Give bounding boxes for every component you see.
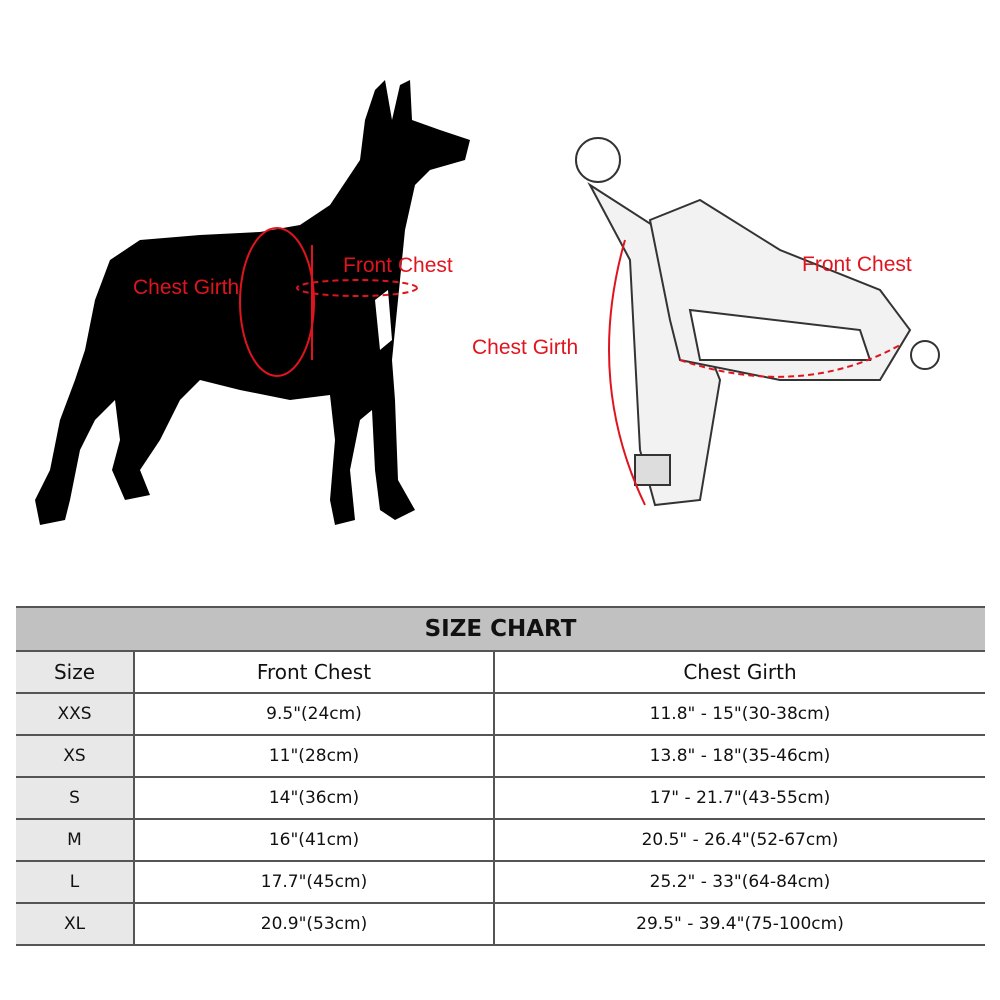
harness-chest-girth-label: Chest Girth bbox=[472, 336, 579, 359]
table-row: M 16"(41cm) 20.5" - 26.4"(52-67cm) bbox=[16, 818, 985, 862]
harness-drawing bbox=[575, 137, 940, 507]
size-cell: M bbox=[16, 818, 135, 862]
front-chest-cell: 20.9"(53cm) bbox=[133, 902, 495, 946]
dog-silhouette bbox=[35, 80, 470, 525]
header-size: Size bbox=[16, 650, 135, 694]
header-chest-girth: Chest Girth bbox=[493, 650, 985, 694]
dog-front-chest-label: Front Chest bbox=[343, 254, 453, 277]
size-chart-title: SIZE CHART bbox=[16, 606, 985, 652]
front-chest-cell: 16"(41cm) bbox=[133, 818, 495, 862]
harness-front-chest-label: Front Chest bbox=[802, 253, 912, 276]
chest-girth-cell: 25.2" - 33"(64-84cm) bbox=[493, 860, 985, 904]
front-chest-cell: 14"(36cm) bbox=[133, 776, 495, 820]
front-chest-cell: 11"(28cm) bbox=[133, 734, 495, 778]
size-chart-table: SIZE CHART Size Front Chest Chest Girth … bbox=[16, 606, 985, 946]
chest-girth-cell: 20.5" - 26.4"(52-67cm) bbox=[493, 818, 985, 862]
front-chest-cell: 17.7"(45cm) bbox=[133, 860, 495, 904]
front-chest-cell: 9.5"(24cm) bbox=[133, 692, 495, 736]
table-row: S 14"(36cm) 17" - 21.7"(43-55cm) bbox=[16, 776, 985, 820]
harness-measure-marks bbox=[608, 239, 901, 506]
header-front-chest: Front Chest bbox=[133, 650, 495, 694]
table-row: XS 11"(28cm) 13.8" - 18"(35-46cm) bbox=[16, 734, 985, 778]
dog-chest-girth-label: Chest Girth bbox=[133, 276, 240, 299]
chest-girth-cell: 29.5" - 39.4"(75-100cm) bbox=[493, 902, 985, 946]
size-cell: XXS bbox=[16, 692, 135, 736]
table-row: L 17.7"(45cm) 25.2" - 33"(64-84cm) bbox=[16, 860, 985, 904]
chest-girth-cell: 13.8" - 18"(35-46cm) bbox=[493, 734, 985, 778]
size-cell: S bbox=[16, 776, 135, 820]
chest-girth-cell: 17" - 21.7"(43-55cm) bbox=[493, 776, 985, 820]
table-row: XL 20.9"(53cm) 29.5" - 39.4"(75-100cm) bbox=[16, 902, 985, 946]
size-cell: XL bbox=[16, 902, 135, 946]
dog-measure-marks bbox=[239, 227, 418, 377]
size-cell: L bbox=[16, 860, 135, 904]
chest-girth-cell: 11.8" - 15"(30-38cm) bbox=[493, 692, 985, 736]
table-row: XXS 9.5"(24cm) 11.8" - 15"(30-38cm) bbox=[16, 692, 985, 736]
size-cell: XS bbox=[16, 734, 135, 778]
illustration bbox=[35, 80, 940, 525]
